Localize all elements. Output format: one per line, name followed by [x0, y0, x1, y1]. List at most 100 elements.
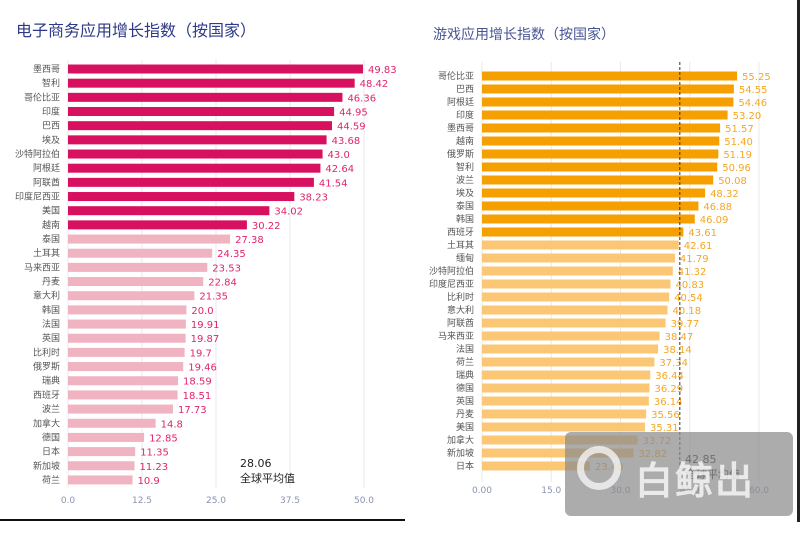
game-bar — [482, 162, 718, 172]
game-value-label: 36.44 — [655, 371, 684, 382]
ecommerce-category-label: 埃及 — [42, 134, 60, 146]
game-chart-title: 游戏应用增长指数（按国家） — [433, 27, 615, 43]
ecommerce-category-label: 阿联酋 — [33, 176, 60, 188]
game-bar — [482, 175, 714, 185]
ecommerce-value-label: 44.59 — [337, 122, 366, 133]
ecommerce-value-label: 12.85 — [149, 433, 178, 444]
game-category-label: 阿联酋 — [447, 317, 474, 329]
ecommerce-value-label: 14.8 — [161, 419, 183, 430]
ecommerce-category-label: 印度尼西亚 — [15, 191, 60, 203]
game-value-label: 41.79 — [680, 254, 709, 265]
ecommerce-bar — [68, 305, 187, 315]
ecommerce-bar — [68, 248, 213, 258]
game-bar — [482, 435, 638, 445]
game-category-label: 比利时 — [447, 291, 474, 303]
edge-border — [797, 0, 800, 522]
game-value-label: 46.88 — [703, 202, 732, 213]
game-bar — [482, 71, 738, 81]
ecommerce-value-label: 49.83 — [368, 65, 397, 76]
game-bar — [482, 448, 634, 458]
ecommerce-bar — [68, 362, 184, 372]
game-bar — [482, 383, 650, 393]
ecommerce-category-label: 英国 — [42, 332, 60, 344]
game-value-label: 35.56 — [651, 410, 680, 421]
ecommerce-category-label: 韩国 — [42, 304, 60, 316]
ecommerce-average-value: 28.06 — [240, 457, 272, 470]
ecommerce-bar — [68, 177, 314, 187]
ecommerce-value-label: 48.42 — [360, 79, 389, 90]
game-category-label: 日本 — [456, 460, 474, 472]
ecommerce-value-label: 24.35 — [217, 249, 246, 260]
game-value-label: 54.46 — [738, 98, 767, 109]
ecommerce-value-label: 42.64 — [325, 164, 354, 175]
game-bar — [482, 84, 734, 94]
ecommerce-x-tick-label: 12.5 — [132, 496, 152, 506]
game-value-label: 51.40 — [724, 137, 753, 148]
divider-line — [0, 519, 405, 521]
game-category-label: 德国 — [456, 382, 474, 394]
ecommerce-value-label: 18.59 — [183, 377, 212, 388]
game-bar — [482, 201, 699, 211]
charts-canvas: 0.0 12.5 25.0 37.5 50.0 墨西哥 49.83 智利 48.42 哥伦比亚 46… — [15, 60, 771, 506]
ecommerce-value-label: 22.84 — [208, 278, 237, 289]
game-x-tick-label: 15.0 — [541, 486, 561, 496]
ecommerce-category-label: 美国 — [42, 205, 60, 217]
ecommerce-bar — [68, 432, 145, 442]
game-bar — [482, 357, 655, 367]
game-bar — [482, 305, 668, 315]
game-category-label: 丹麦 — [456, 408, 474, 420]
ecommerce-bar — [68, 475, 133, 485]
ecommerce-x-tick-label: 25.0 — [206, 496, 226, 506]
game-value-label: 36.14 — [654, 397, 683, 408]
game-category-label: 墨西哥 — [447, 123, 474, 134]
game-bar — [482, 227, 684, 237]
game-bar — [482, 422, 646, 432]
ecommerce-category-label: 波兰 — [42, 403, 60, 415]
ecommerce-bar — [68, 220, 247, 230]
ecommerce-value-label: 11.35 — [140, 448, 169, 459]
ecommerce-category-label: 瑞典 — [42, 375, 60, 387]
watermark-text: 白鲸出海 — [635, 459, 756, 558]
game-category-label: 法国 — [456, 343, 474, 355]
game-category-label: 沙特阿拉伯 — [429, 265, 474, 277]
game-bar — [482, 136, 720, 146]
ecommerce-value-label: 23.53 — [212, 263, 241, 274]
game-category-label: 印度 — [456, 109, 474, 121]
game-category-label: 瑞典 — [456, 369, 474, 381]
game-bar — [482, 279, 671, 289]
ecommerce-value-label: 19.91 — [191, 320, 220, 331]
game-value-label: 51.57 — [725, 124, 754, 135]
ecommerce-value-label: 17.73 — [178, 405, 207, 416]
game-bar — [482, 409, 647, 419]
game-value-label: 39.77 — [671, 319, 700, 330]
game-category-label: 意大利 — [447, 304, 474, 316]
game-category-label: 加拿大 — [447, 434, 474, 446]
ecommerce-x-tick-label: 37.5 — [280, 496, 300, 506]
ecommerce-category-label: 法国 — [42, 318, 60, 330]
ecommerce-value-label: 18.51 — [183, 391, 212, 402]
game-bar — [482, 292, 670, 302]
game-category-label: 阿根廷 — [447, 96, 474, 108]
ecommerce-value-label: 44.95 — [339, 108, 368, 119]
ecommerce-category-label: 日本 — [42, 446, 60, 458]
watermark-logo: 白鲸出海 — [565, 432, 793, 558]
game-value-label: 53.20 — [733, 111, 762, 122]
game-category-label: 西班牙 — [447, 226, 474, 238]
ecommerce-value-label: 43.68 — [332, 136, 361, 147]
game-value-label: 42.61 — [684, 241, 713, 252]
ecommerce-value-label: 11.23 — [139, 462, 168, 473]
game-value-label: 51.19 — [723, 150, 752, 161]
ecommerce-bar — [68, 192, 295, 202]
ecommerce-value-label: 21.35 — [199, 292, 228, 303]
ecommerce-category-label: 阿根廷 — [33, 162, 60, 174]
ecommerce-category-label: 意大利 — [33, 290, 60, 302]
game-bar — [482, 344, 659, 354]
game-value-label: 38.47 — [665, 332, 694, 343]
game-bar — [482, 188, 706, 198]
game-category-label: 波兰 — [456, 174, 474, 186]
game-category-label: 美国 — [456, 421, 474, 433]
ecommerce-bar — [68, 121, 332, 131]
ecommerce-category-label: 土耳其 — [33, 247, 60, 259]
game-category-label: 俄罗斯 — [447, 148, 474, 160]
game-bar — [482, 461, 591, 471]
